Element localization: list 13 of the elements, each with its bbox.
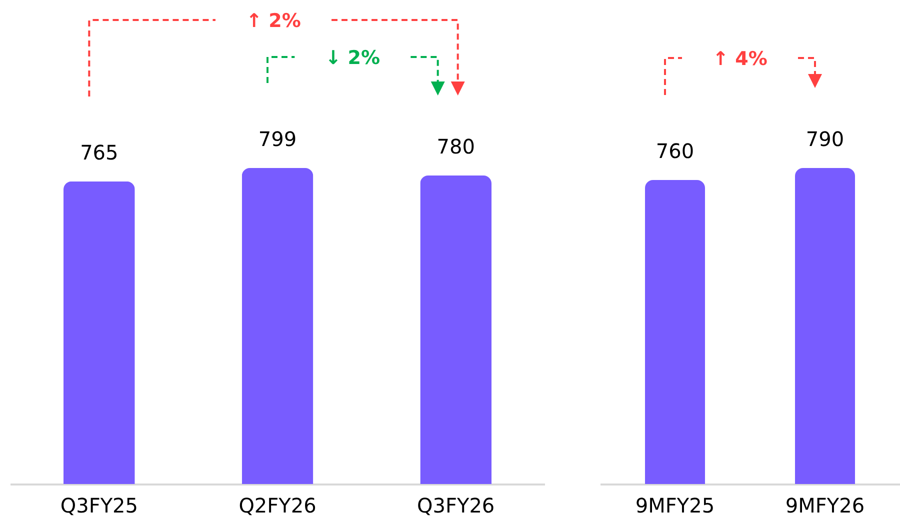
data-label: 765	[80, 140, 118, 164]
x-tick-label: 9MFY26	[785, 494, 865, 518]
data-label: 760	[656, 139, 694, 163]
x-tick-label: Q3FY26	[417, 494, 495, 518]
x-tick-label: 9MFY25	[635, 494, 715, 518]
data-label: 780	[436, 134, 475, 159]
text: ↑ 2%	[246, 10, 301, 32]
data-label: 790	[806, 127, 844, 151]
x-tick-label: Q2FY26	[238, 494, 316, 518]
x-tick-label: Q3FY25	[60, 494, 138, 518]
text: ↓ 2%	[325, 47, 380, 69]
text: ↑ 4%	[712, 48, 768, 70]
data-label: 799	[258, 127, 297, 151]
